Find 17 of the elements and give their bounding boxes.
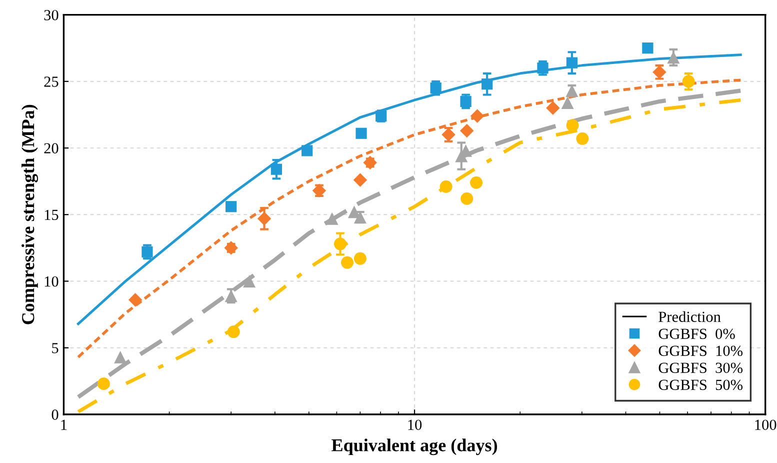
- y-tick-label: 0: [52, 410, 58, 420]
- x-tick-label: 100: [755, 420, 776, 430]
- y-tick-label: 20: [44, 143, 58, 154]
- legend-label: GGBFS 0%: [658, 328, 735, 340]
- y-tick-label: 30: [44, 10, 58, 20]
- legend-title: Prediction: [658, 311, 721, 322]
- y-tick-label: 25: [44, 76, 58, 87]
- y-axis-title: Compressive strength (MPa): [22, 104, 38, 324]
- x-axis-title: Equivalent age (days): [332, 438, 497, 456]
- y-tick-label: 15: [44, 210, 58, 220]
- legend-label: GGBFS 30%: [658, 362, 743, 374]
- x-tick-label: 10: [408, 420, 422, 430]
- y-tick-label: 10: [44, 276, 58, 287]
- legend-label: GGBFS 10%: [658, 346, 743, 356]
- x-tick-label: 1: [61, 420, 67, 430]
- legend-label: GGBFS 50%: [658, 380, 743, 390]
- y-tick-label: 5: [52, 343, 58, 354]
